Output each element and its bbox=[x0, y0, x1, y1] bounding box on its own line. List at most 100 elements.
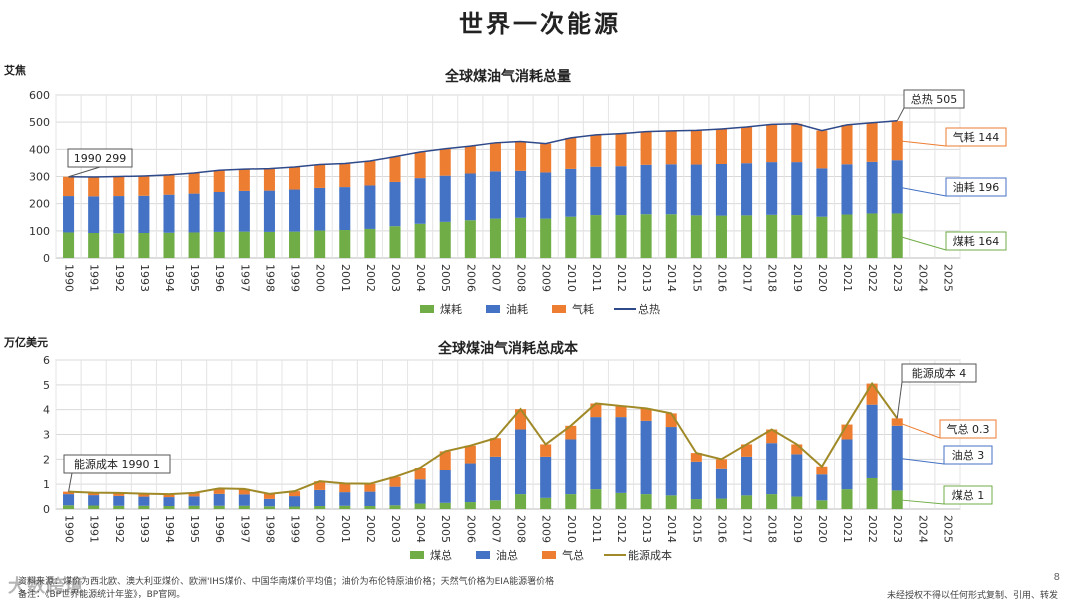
x-tick-label: 2013 bbox=[640, 264, 653, 292]
bar-coal bbox=[891, 490, 903, 509]
x-tick-label: 1998 bbox=[263, 515, 276, 543]
callout-label: 能源成本 1990 1 bbox=[74, 457, 160, 471]
bar-gas bbox=[339, 163, 351, 188]
bar-oil bbox=[188, 193, 200, 233]
bar-coal bbox=[791, 496, 803, 509]
x-tick-label: 1996 bbox=[213, 264, 226, 292]
x-tick-label: 2002 bbox=[364, 264, 377, 292]
chart-energy-cost: 全球煤油气消耗总成本 万亿美元 0 1 2 3 4 5 6 1990 1991 1992 1993 199… bbox=[3, 335, 997, 562]
bar-coal bbox=[565, 494, 577, 509]
bar-oil bbox=[238, 494, 250, 506]
legend-label: 煤总 bbox=[430, 548, 452, 562]
bar-oil bbox=[766, 162, 778, 215]
x-tick-label: 2009 bbox=[540, 264, 553, 292]
bar-oil bbox=[816, 168, 828, 217]
bar-oil bbox=[640, 420, 652, 495]
x-tick-label: 1998 bbox=[263, 264, 276, 292]
bar-gas bbox=[866, 122, 878, 162]
x-tick-label: 2025 bbox=[941, 264, 954, 292]
bar-coal bbox=[866, 213, 878, 258]
bar-oil bbox=[489, 171, 501, 219]
x-tick-label: 2022 bbox=[866, 264, 879, 292]
bar-oil bbox=[866, 161, 878, 214]
y-axis-unit: 艾焦 bbox=[4, 63, 26, 77]
bar-oil bbox=[314, 187, 326, 231]
legend-label: 能源成本 bbox=[628, 548, 672, 562]
bar-oil bbox=[414, 178, 426, 224]
callout-box bbox=[943, 485, 993, 505]
callout-box bbox=[945, 231, 1007, 251]
x-tick-label: 2023 bbox=[891, 515, 904, 543]
bar-oil bbox=[791, 162, 803, 216]
bar-oil bbox=[891, 160, 903, 214]
bar-gas bbox=[690, 130, 702, 165]
x-tick-label: 2000 bbox=[314, 515, 327, 543]
bar-oil bbox=[63, 196, 75, 233]
callout-label: 1990 299 bbox=[74, 152, 127, 165]
bar-oil bbox=[791, 454, 803, 497]
x-tick-label: 2019 bbox=[791, 515, 804, 543]
bar-gas bbox=[615, 133, 627, 167]
callout-label: 能源成本 4 bbox=[912, 366, 967, 380]
x-tick-label: 2025 bbox=[941, 515, 954, 543]
bar-oil bbox=[540, 456, 552, 498]
bar-gas bbox=[439, 451, 451, 471]
bar-coal bbox=[464, 502, 476, 509]
x-tick-label: 1995 bbox=[188, 515, 201, 543]
bar-oil bbox=[741, 456, 753, 496]
bar-gas bbox=[188, 172, 200, 194]
bar-gas bbox=[113, 176, 125, 197]
x-tick-label: 2015 bbox=[690, 264, 703, 292]
callout-leader bbox=[897, 421, 941, 439]
bar-gas bbox=[741, 127, 753, 164]
x-tick-label: 1997 bbox=[238, 515, 251, 543]
callout-box bbox=[945, 127, 1007, 147]
bar-gas bbox=[289, 166, 301, 190]
bar-oil bbox=[163, 194, 175, 233]
bar-gas bbox=[665, 413, 677, 428]
bar-gas bbox=[515, 409, 527, 430]
bar-oil bbox=[565, 439, 577, 495]
bar-oil bbox=[515, 429, 527, 495]
legend-swatch bbox=[486, 305, 500, 313]
bar-gas bbox=[163, 494, 175, 498]
callout-leader bbox=[68, 472, 73, 492]
callout-box bbox=[901, 363, 977, 383]
total-line bbox=[68, 381, 899, 496]
callout-box bbox=[63, 454, 171, 474]
bar-gas bbox=[238, 488, 250, 495]
x-tick-label: 2021 bbox=[841, 515, 854, 543]
bar-gas bbox=[188, 492, 200, 497]
bar-coal bbox=[213, 505, 225, 509]
x-tick-label: 2005 bbox=[439, 264, 452, 292]
bar-oil bbox=[439, 175, 451, 222]
bar-oil bbox=[665, 427, 677, 496]
x-tick-label: 1997 bbox=[238, 264, 251, 292]
bar-coal bbox=[841, 214, 853, 258]
bar-coal bbox=[389, 226, 401, 258]
bar-gas bbox=[766, 429, 778, 444]
bar-gas bbox=[489, 438, 501, 457]
x-tick-label: 2008 bbox=[515, 515, 528, 543]
source-note: 资料来源：煤价为西北欧、澳大利亚煤价、欧洲'IHS煤价、中国华南煤价平均值；油价… bbox=[18, 576, 718, 602]
callout-box bbox=[903, 89, 965, 109]
y-tick-label: 5 bbox=[43, 379, 50, 392]
x-tick-label: 1994 bbox=[163, 264, 176, 292]
total-line bbox=[68, 120, 898, 178]
bar-oil bbox=[364, 491, 376, 507]
bar-coal bbox=[640, 494, 652, 509]
bar-coal bbox=[188, 505, 200, 509]
bar-gas bbox=[464, 146, 476, 174]
legend-label: 油耗 bbox=[506, 302, 528, 316]
y-tick-label: 4 bbox=[43, 404, 50, 417]
x-tick-label: 2003 bbox=[389, 264, 402, 292]
bar-oil bbox=[339, 187, 351, 231]
callout-leader bbox=[896, 107, 905, 122]
y-tick-label: 600 bbox=[29, 89, 50, 102]
bar-oil bbox=[339, 492, 351, 506]
bar-oil bbox=[389, 181, 401, 227]
bar-oil bbox=[88, 196, 100, 234]
bar-oil bbox=[138, 195, 150, 234]
bar-coal bbox=[590, 215, 602, 258]
callout-leader bbox=[897, 186, 947, 197]
